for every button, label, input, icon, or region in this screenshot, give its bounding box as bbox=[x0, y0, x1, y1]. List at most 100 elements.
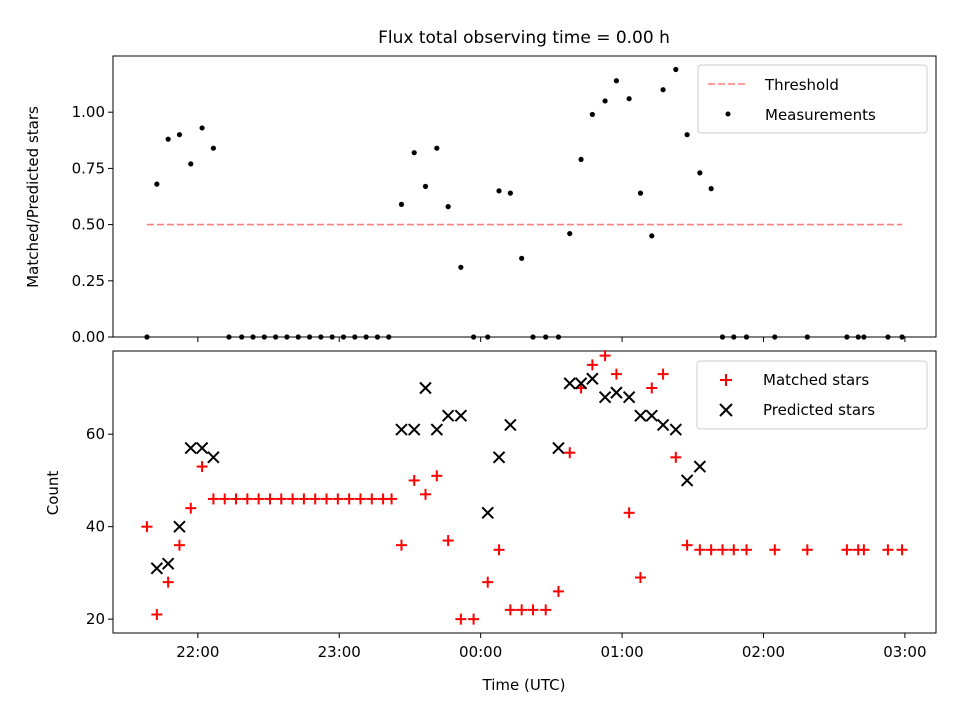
measurement-point bbox=[165, 136, 171, 142]
matched-point bbox=[599, 350, 611, 362]
measurement-point bbox=[496, 188, 502, 194]
matched-point bbox=[728, 544, 740, 556]
matched-point bbox=[298, 493, 310, 505]
measurement-point bbox=[188, 161, 194, 167]
measurement-point bbox=[154, 181, 160, 187]
matched-point bbox=[408, 474, 420, 486]
measurement-point bbox=[485, 334, 491, 340]
measurement-point bbox=[804, 334, 810, 340]
ratio-marks bbox=[144, 66, 905, 340]
count-x-tick-label: 00:00 bbox=[459, 643, 502, 661]
matched-point bbox=[586, 359, 598, 371]
matched-point bbox=[882, 544, 894, 556]
measurement-point bbox=[589, 111, 595, 118]
matched-point bbox=[504, 604, 516, 616]
predicted-point bbox=[207, 451, 220, 464]
predicted-point bbox=[441, 409, 455, 422]
measurement-point bbox=[855, 334, 861, 340]
matched-point bbox=[552, 585, 564, 597]
measurement-point bbox=[329, 334, 335, 340]
ratio-y-tick-label: 1.00 bbox=[72, 103, 105, 121]
measurement-point bbox=[613, 78, 620, 84]
ratio-y-ticks: 0.00 0.25 0.50 0.75 1.00 bbox=[72, 103, 113, 346]
predicted-point bbox=[634, 409, 647, 422]
predicted-point bbox=[563, 377, 576, 390]
matched-point bbox=[540, 604, 552, 616]
measurement-point bbox=[519, 255, 525, 261]
matched-point bbox=[657, 368, 669, 380]
matched-point bbox=[564, 447, 576, 459]
matched-point bbox=[162, 576, 174, 588]
matched-point bbox=[343, 493, 355, 505]
measurement-point bbox=[398, 201, 405, 207]
x-axis-label: Time (UTC) bbox=[482, 676, 566, 694]
measurement-point bbox=[250, 334, 256, 340]
measurements-legend-label: Measurements bbox=[765, 106, 876, 124]
measurement-point bbox=[885, 334, 891, 340]
ratio-plot: Flux total observing time = 0.00 h 0.000… bbox=[24, 28, 937, 346]
predicted-point bbox=[586, 372, 599, 385]
measurement-point bbox=[772, 334, 778, 340]
count-marks bbox=[141, 350, 908, 625]
count-x-tick-label: 22:00 bbox=[176, 643, 219, 661]
measurement-point bbox=[318, 334, 324, 340]
measurement-point bbox=[261, 334, 267, 340]
measurement-point bbox=[434, 145, 440, 151]
measurement-point bbox=[861, 334, 867, 340]
matched-point bbox=[354, 493, 366, 505]
predicted-point bbox=[680, 474, 694, 487]
measurement-point bbox=[340, 334, 347, 340]
count-x-tick-label: 23:00 bbox=[318, 643, 361, 661]
matched-point bbox=[185, 502, 197, 514]
measurement-point bbox=[273, 334, 279, 340]
measurement-point bbox=[226, 334, 232, 340]
measurement-point bbox=[899, 334, 905, 340]
measurement-point bbox=[555, 334, 562, 340]
matched-point bbox=[275, 493, 287, 505]
matched-point bbox=[207, 493, 219, 505]
matched-point bbox=[716, 544, 728, 556]
predicted-point bbox=[173, 520, 186, 533]
measurement-point bbox=[731, 334, 737, 340]
matched-point bbox=[741, 544, 753, 556]
count-y-tick-label: 60 bbox=[86, 425, 105, 443]
ratio-y-tick-label: 0.00 bbox=[72, 328, 105, 346]
count-x-ticks: 22:00 23:00 00:00 01:00 02:00 03:00 bbox=[176, 633, 927, 661]
matched-point bbox=[769, 544, 781, 556]
measurement-point bbox=[422, 183, 429, 189]
ratio-y-tick-label: 0.25 bbox=[72, 272, 105, 290]
matched-point bbox=[141, 521, 153, 533]
matched-point bbox=[241, 493, 253, 505]
ratio-plot-frame bbox=[112, 55, 937, 338]
count-legend-box bbox=[696, 360, 928, 430]
matched-point bbox=[493, 544, 505, 556]
predicted-point bbox=[552, 441, 565, 455]
matched-point bbox=[623, 507, 635, 519]
measurement-point bbox=[697, 170, 703, 176]
matched-point bbox=[694, 544, 706, 556]
ratio-y-tick-label: 0.50 bbox=[72, 216, 105, 234]
matched-point bbox=[646, 382, 658, 394]
matched-legend-label: Matched stars bbox=[763, 371, 869, 389]
matched-point bbox=[173, 539, 185, 551]
measurement-point bbox=[284, 334, 290, 340]
matched-point bbox=[634, 572, 646, 584]
measurement-point bbox=[719, 334, 726, 340]
predicted-legend-label: Predicted stars bbox=[763, 401, 875, 419]
measurement-point bbox=[637, 190, 644, 196]
measurement-point bbox=[578, 156, 584, 163]
matched-point bbox=[287, 493, 299, 505]
predicted-point bbox=[656, 418, 670, 432]
measurement-point bbox=[626, 96, 632, 102]
measurement-point bbox=[144, 334, 150, 340]
measurement-point bbox=[239, 334, 245, 340]
measurement-point bbox=[507, 190, 513, 196]
predicted-point bbox=[645, 409, 658, 422]
measurement-point bbox=[673, 66, 679, 73]
measurement-point bbox=[684, 132, 690, 138]
count-x-tick-label: 01:00 bbox=[600, 643, 643, 661]
matched-point bbox=[681, 539, 693, 551]
measurement-point bbox=[210, 145, 217, 151]
measurement-point bbox=[199, 125, 205, 131]
